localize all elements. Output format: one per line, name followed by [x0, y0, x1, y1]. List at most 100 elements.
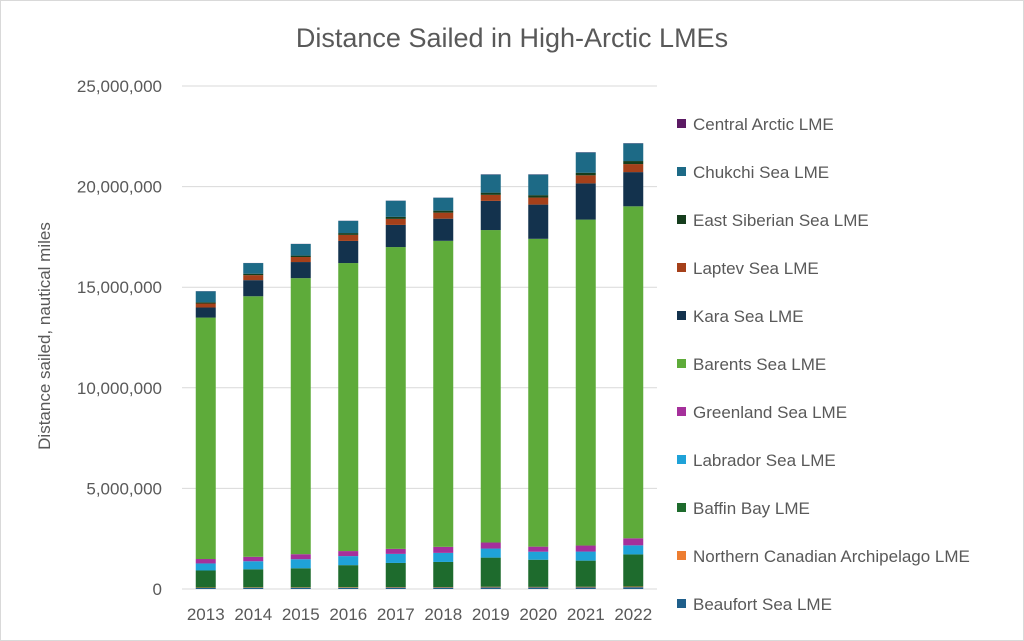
bar-beaufort-sea-lme-2015	[290, 587, 311, 589]
bar-northern-canadian-archipelago-lme-2016	[338, 587, 359, 588]
bar-labrador-sea-lme-2021	[575, 551, 596, 561]
chart-title: Distance Sailed in High-Arctic LMEs	[296, 23, 728, 53]
bar-baffin-bay-lme-2019	[480, 557, 501, 587]
bar-baffin-bay-lme-2021	[575, 560, 596, 587]
bar-east-siberian-sea-lme-2021	[575, 172, 596, 176]
bar-labrador-sea-lme-2022	[623, 545, 644, 555]
bar-kara-sea-lme-2022	[623, 172, 644, 207]
y-axis-label: Distance sailed, nautical miles	[35, 222, 54, 450]
bar-barents-sea-lme-2021	[575, 219, 596, 546]
bar-laptev-sea-lme-2016	[338, 234, 359, 241]
bar-baffin-bay-lme-2016	[338, 565, 359, 588]
bar-labrador-sea-lme-2019	[480, 548, 501, 558]
x-tick-label: 2013	[187, 605, 225, 624]
bar-east-siberian-sea-lme-2013	[195, 302, 216, 304]
bar-east-siberian-sea-lme-2015	[290, 255, 311, 258]
bar-barents-sea-lme-2014	[243, 296, 264, 557]
bar-northern-canadian-archipelago-lme-2020	[528, 586, 549, 588]
bar-barents-sea-lme-2022	[623, 206, 644, 539]
legend-item: Beaufort Sea LME	[677, 595, 832, 614]
x-tick-label: 2014	[234, 605, 272, 624]
legend-swatch	[677, 215, 686, 224]
y-tick-label: 15,000,000	[77, 278, 162, 297]
legend-item: Greenland Sea LME	[677, 403, 847, 422]
legend-label: East Siberian Sea LME	[693, 211, 869, 230]
legend-item: Kara Sea LME	[677, 307, 804, 326]
bar-east-siberian-sea-lme-2019	[480, 192, 501, 195]
legend-label: Beaufort Sea LME	[693, 595, 832, 614]
bar-greenland-sea-lme-2014	[243, 556, 264, 562]
bar-barents-sea-lme-2018	[433, 240, 454, 547]
bar-labrador-sea-lme-2013	[195, 563, 216, 571]
bars	[195, 143, 644, 589]
legend-swatch	[677, 311, 686, 320]
bar-beaufort-sea-lme-2021	[575, 587, 596, 589]
bar-kara-sea-lme-2016	[338, 240, 359, 264]
bar-laptev-sea-lme-2018	[433, 212, 454, 219]
bar-chukchi-sea-lme-2021	[575, 152, 596, 173]
bar-baffin-bay-lme-2017	[385, 562, 406, 588]
bar-kara-sea-lme-2013	[195, 307, 216, 318]
bar-greenland-sea-lme-2021	[575, 545, 596, 552]
bar-east-siberian-sea-lme-2020	[528, 195, 549, 198]
legend-label: Laptev Sea LME	[693, 259, 819, 278]
legend-label: Central Arctic LME	[693, 115, 834, 134]
bar-baffin-bay-lme-2014	[243, 569, 264, 588]
bar-chukchi-sea-lme-2015	[290, 243, 311, 256]
legend-swatch	[677, 455, 686, 464]
bar-barents-sea-lme-2020	[528, 238, 549, 547]
bar-chukchi-sea-lme-2018	[433, 197, 454, 211]
bar-east-siberian-sea-lme-2018	[433, 210, 454, 213]
bar-chukchi-sea-lme-2019	[480, 174, 501, 193]
legend-swatch	[677, 503, 686, 512]
bar-greenland-sea-lme-2017	[385, 548, 406, 554]
y-tick-label: 20,000,000	[77, 178, 162, 197]
bar-greenland-sea-lme-2020	[528, 546, 549, 552]
legend-label: Barents Sea LME	[693, 355, 826, 374]
legend-item: Labrador Sea LME	[677, 451, 836, 470]
bar-greenland-sea-lme-2018	[433, 546, 454, 553]
y-tick-label: 25,000,000	[77, 77, 162, 96]
bar-east-siberian-sea-lme-2022	[623, 161, 644, 165]
legend-item: Central Arctic LME	[677, 115, 834, 134]
bar-barents-sea-lme-2017	[385, 247, 406, 549]
bar-beaufort-sea-lme-2022	[623, 587, 644, 589]
legend-label: Chukchi Sea LME	[693, 163, 829, 182]
bar-labrador-sea-lme-2020	[528, 551, 549, 560]
bar-east-siberian-sea-lme-2014	[243, 273, 264, 276]
bar-labrador-sea-lme-2016	[338, 556, 359, 566]
x-tick-label: 2017	[377, 605, 415, 624]
bar-laptev-sea-lme-2014	[243, 275, 264, 281]
bar-northern-canadian-archipelago-lme-2022	[623, 586, 644, 588]
bar-greenland-sea-lme-2019	[480, 542, 501, 549]
x-tick-label: 2022	[614, 605, 652, 624]
y-tick-label: 0	[153, 580, 162, 599]
x-tick-label: 2021	[567, 605, 605, 624]
legend-label: Baffin Bay LME	[693, 499, 810, 518]
bar-chukchi-sea-lme-2014	[243, 263, 264, 274]
y-tick-labels: 0 5,000,000 10,000,000 15,000,000 20,000,000…	[77, 77, 162, 599]
bar-kara-sea-lme-2014	[243, 280, 264, 297]
bar-barents-sea-lme-2013	[195, 317, 216, 560]
bar-chukchi-sea-lme-2017	[385, 200, 406, 217]
x-tick-label: 2018	[424, 605, 462, 624]
legend-item: East Siberian Sea LME	[677, 211, 869, 230]
legend-item: Northern Canadian Archipelago LME	[677, 547, 970, 566]
bar-kara-sea-lme-2021	[575, 183, 596, 220]
bar-laptev-sea-lme-2020	[528, 197, 549, 205]
legend-item: Baffin Bay LME	[677, 499, 810, 518]
bar-greenland-sea-lme-2013	[195, 559, 216, 564]
legend-item: Barents Sea LME	[677, 355, 826, 374]
bar-kara-sea-lme-2017	[385, 224, 406, 248]
bar-laptev-sea-lme-2022	[623, 164, 644, 173]
bar-barents-sea-lme-2015	[290, 278, 311, 555]
bar-east-siberian-sea-lme-2016	[338, 233, 359, 235]
bar-northern-canadian-archipelago-lme-2019	[480, 586, 501, 588]
bar-labrador-sea-lme-2018	[433, 552, 454, 562]
legend-swatch	[677, 119, 686, 128]
y-tick-label: 5,000,000	[86, 479, 162, 498]
bar-baffin-bay-lme-2018	[433, 561, 454, 588]
legend-item: Chukchi Sea LME	[677, 163, 829, 182]
